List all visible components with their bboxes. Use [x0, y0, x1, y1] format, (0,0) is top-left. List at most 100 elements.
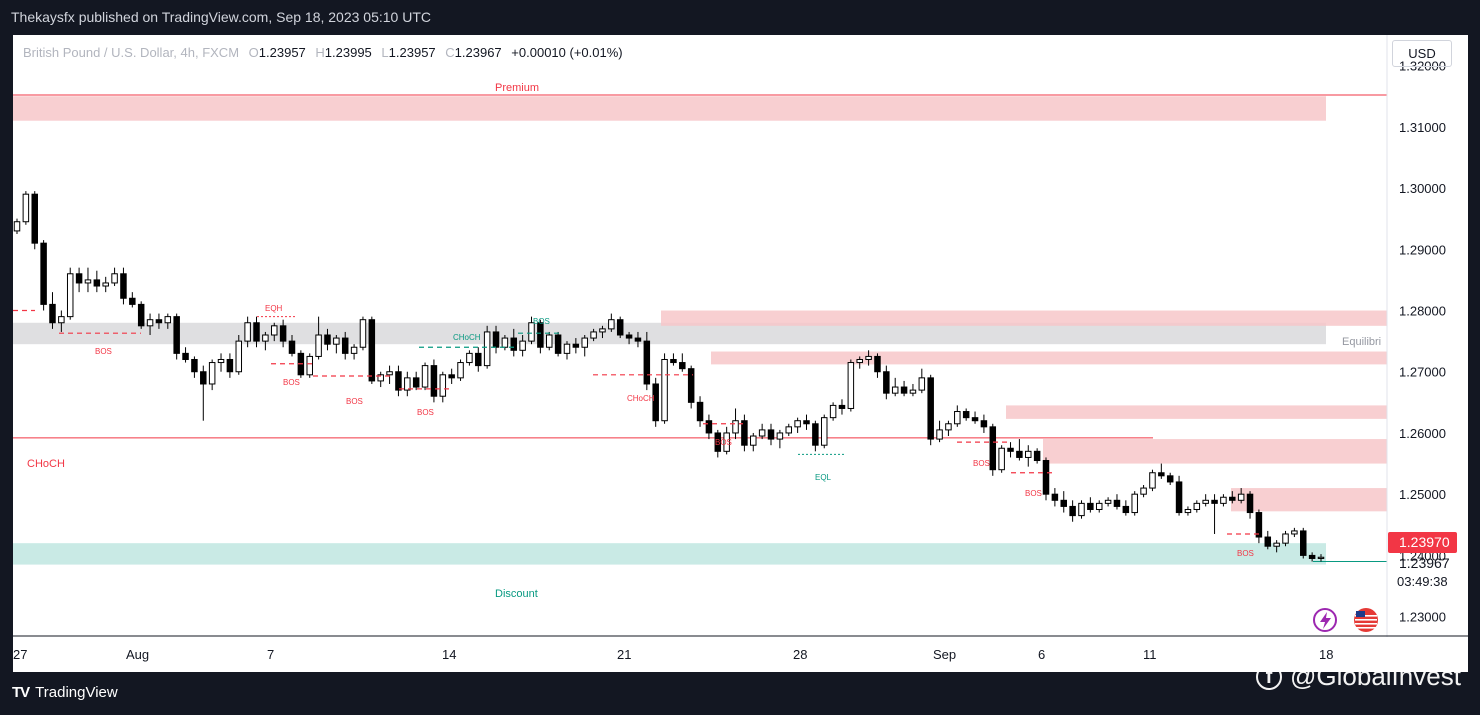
candle [1060, 491, 1067, 513]
candle [1291, 527, 1298, 538]
candle [1184, 506, 1192, 516]
candle-body [49, 303, 56, 324]
x-tick-label: 21 [617, 647, 631, 662]
candle [1140, 485, 1147, 498]
currency-button[interactable]: USD [1392, 40, 1452, 67]
candle-body [288, 340, 296, 354]
candle [129, 292, 136, 308]
candle [758, 423, 766, 440]
candle-body [111, 273, 118, 284]
zone-supply-3 [711, 351, 1387, 365]
candle [936, 420, 943, 443]
candle-body [31, 193, 38, 244]
candle-body [155, 319, 163, 324]
candle [279, 319, 287, 348]
candle [900, 380, 908, 397]
candle [253, 316, 260, 348]
candle-body [989, 426, 997, 471]
facebook-icon: f [1256, 663, 1282, 690]
candle-body [1131, 493, 1138, 514]
candle [847, 359, 855, 412]
candle-body [1300, 530, 1307, 556]
candle [137, 301, 145, 329]
candle [182, 347, 189, 363]
candle [217, 353, 225, 372]
candle-body [1104, 499, 1112, 504]
candle [1317, 554, 1325, 562]
candle [883, 365, 890, 400]
candle-body [661, 358, 668, 422]
candle [537, 319, 544, 354]
candle [448, 368, 455, 384]
candle-body [856, 358, 863, 364]
candle [475, 347, 482, 372]
candle-body [608, 319, 615, 330]
candle [687, 365, 695, 409]
equilibrium-label: Equilibri [1342, 336, 1381, 348]
chart-panel[interactable]: BOS BOS BOS BOS CHoCH BOS BOS BOS BOS CHoCH BOS EQH… [13, 35, 1468, 672]
candle-body [679, 362, 686, 370]
candle-body [1051, 493, 1059, 501]
candle [31, 191, 38, 250]
candle-body [501, 337, 509, 348]
candle [226, 353, 234, 378]
candle-body [1016, 450, 1023, 458]
x-tick-label: 6 [1038, 647, 1045, 662]
candle [1220, 494, 1227, 507]
candle-body [927, 377, 934, 440]
candle [563, 341, 571, 360]
candle [412, 371, 420, 391]
candle-body [900, 386, 908, 394]
candle [519, 335, 526, 357]
candle [829, 402, 837, 421]
zone-equilibrium-1 [13, 322, 1326, 345]
candle [1016, 439, 1023, 461]
tradingview-logo[interactable]: TV TradingView [12, 684, 118, 701]
y-tick-label: 1.29000 [1399, 242, 1446, 257]
candle-body [1149, 472, 1156, 489]
candle [554, 331, 562, 357]
candle [581, 335, 588, 357]
candlestick-chart[interactable]: BOS BOS BOS BOS CHoCH BOS BOS BOS BOS CHoCH BOS EQH… [13, 35, 1468, 672]
candle-body [599, 328, 606, 333]
symbol-label[interactable]: British Pound / U.S. Dollar, 4h, FXCM [23, 45, 240, 60]
y-tick-label: 1.27000 [1399, 365, 1446, 380]
structure-label-bos: BOS [417, 408, 434, 417]
candle-body [767, 429, 775, 440]
candle-body [909, 389, 917, 394]
candle-body [395, 371, 402, 391]
candle [404, 371, 411, 397]
y-tick-label: 1.30000 [1399, 181, 1446, 196]
candle-body [448, 374, 455, 379]
candle-body [616, 319, 624, 336]
x-tick-label: 14 [442, 647, 456, 662]
candle [208, 359, 216, 391]
zone-supply-0 [13, 96, 1326, 121]
structure-label-choch: CHoCH [627, 394, 655, 403]
candle [679, 353, 686, 372]
low-value: 1.23957 [388, 45, 436, 60]
candle-body [1211, 499, 1218, 504]
candle [714, 429, 722, 458]
candle-body [1273, 542, 1280, 547]
candle-body [1255, 512, 1263, 538]
candle [1282, 530, 1289, 547]
candle-body [1202, 499, 1209, 504]
candle [13, 218, 21, 234]
candle [1229, 491, 1236, 504]
zone-supply-4 [1006, 405, 1387, 419]
lightning-icon[interactable] [1313, 608, 1337, 632]
candle-body [652, 383, 659, 422]
candle [661, 353, 668, 424]
candle-body [1229, 496, 1236, 501]
candle-body [838, 404, 846, 409]
candle [262, 331, 269, 351]
candle [350, 344, 358, 360]
candle-body [581, 337, 588, 348]
candle [75, 267, 83, 293]
structure-label-bos: BOS [95, 347, 112, 356]
candle-body [803, 420, 810, 425]
candle [386, 365, 393, 384]
candle [288, 335, 296, 357]
candle-body [191, 358, 198, 373]
